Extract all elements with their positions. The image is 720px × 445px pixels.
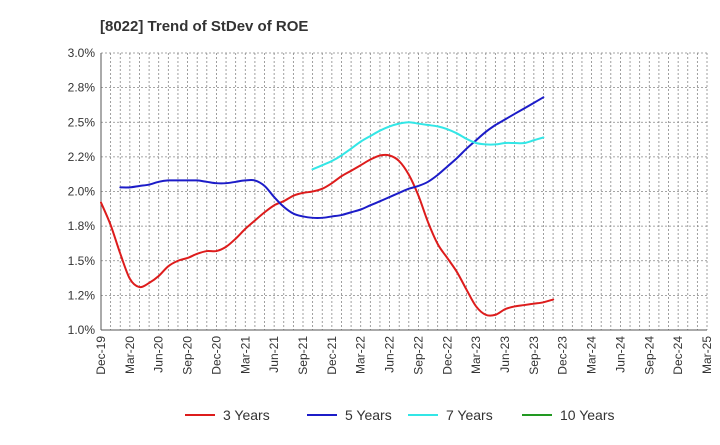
x-tick-label: Sep-21 xyxy=(296,336,310,375)
x-tick-label: Mar-22 xyxy=(354,336,368,374)
x-tick-label: Mar-24 xyxy=(585,336,599,374)
x-tick-label: Dec-20 xyxy=(209,336,223,375)
x-tick-label: Jun-23 xyxy=(498,336,512,373)
x-tick-label: Jun-20 xyxy=(152,336,166,373)
y-tick-label: 1.2% xyxy=(68,288,96,302)
x-tick-label: Sep-20 xyxy=(181,336,195,375)
x-tick-label: Dec-21 xyxy=(325,336,339,375)
x-tick-label: Mar-21 xyxy=(238,336,252,374)
legend-label-10-years: 10 Years xyxy=(560,407,615,423)
chart-title: [8022] Trend of StDev of ROE xyxy=(100,18,308,35)
series-group xyxy=(100,96,555,317)
x-tick-label: Dec-23 xyxy=(556,336,570,375)
legend-label-3-years: 3 Years xyxy=(223,407,270,423)
series-line-3-years xyxy=(100,153,555,317)
y-tick-label: 2.5% xyxy=(68,115,96,129)
x-tick-label: Jun-21 xyxy=(267,336,281,373)
x-tick-label: Dec-24 xyxy=(671,336,685,375)
y-tick-label: 2.8% xyxy=(68,81,96,95)
axes: 1.0% 1.2% 1.5% 1.8% 2.0% 2.2% 2.5% 2.8% 3.0% Dec-… xyxy=(68,46,714,375)
series-line-7-years xyxy=(311,121,545,171)
x-tick-label: Sep-23 xyxy=(527,336,541,375)
y-tick-label: 1.8% xyxy=(68,219,96,233)
y-tick-label: 3.0% xyxy=(68,46,96,60)
x-tick-label: Dec-19 xyxy=(94,336,108,375)
y-tick-label: 1.0% xyxy=(68,323,96,337)
x-tick-label: Mar-25 xyxy=(700,336,714,374)
legend: 3 Years 5 Years 7 Years 10 Years xyxy=(185,407,615,423)
x-tick-label: Dec-22 xyxy=(440,336,454,375)
legend-label-7-years: 7 Years xyxy=(446,407,493,423)
x-tick-label: Mar-20 xyxy=(123,336,137,374)
x-tick-label: Jun-22 xyxy=(383,336,397,373)
y-tick-label: 1.5% xyxy=(68,254,96,268)
y-tick-label: 2.0% xyxy=(68,185,96,199)
legend-label-5-years: 5 Years xyxy=(345,407,392,423)
y-tick-label: 2.2% xyxy=(68,150,96,164)
x-tick-label: Sep-22 xyxy=(411,336,425,375)
x-tick-label: Jun-24 xyxy=(613,336,627,373)
x-tick-label: Mar-23 xyxy=(469,336,483,374)
x-tick-label: Sep-24 xyxy=(642,336,656,375)
